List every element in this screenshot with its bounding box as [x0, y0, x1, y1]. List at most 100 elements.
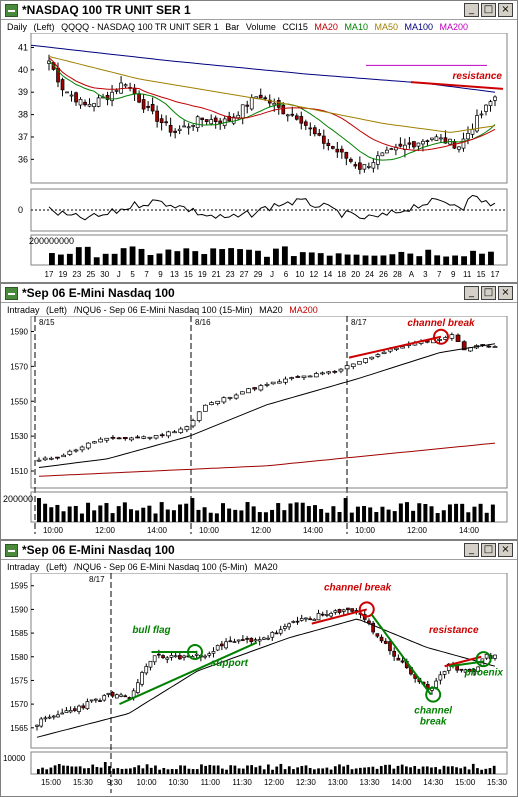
candle-5min: [253, 639, 258, 642]
daily-candle: [380, 152, 385, 157]
y-tick-label: 1585: [10, 629, 28, 638]
volume-bar: [270, 509, 275, 522]
volume-bar: [380, 506, 385, 522]
minimize-button[interactable]: _: [464, 3, 479, 17]
maximize-button[interactable]: □: [481, 3, 496, 17]
daily-candle: [123, 84, 128, 87]
volume-bar: [251, 506, 256, 522]
daily-candle: [69, 94, 74, 97]
x-tick-label: 15:00: [455, 778, 476, 787]
candle-5min: [182, 655, 186, 658]
ma20-line: [48, 57, 496, 151]
y-tick-label: 1530: [10, 432, 28, 441]
volume-bar: [37, 498, 41, 522]
x-tick-label: 29: [254, 270, 263, 279]
volume-bar: [110, 513, 115, 522]
x-tick-label: 28: [393, 270, 402, 279]
candle-5min: [93, 698, 98, 701]
daily-candle: [92, 103, 96, 107]
volume-bar: [264, 256, 270, 265]
close-button[interactable]: ×: [498, 286, 513, 300]
daily-candle: [362, 164, 367, 170]
resistance-line: [444, 655, 482, 668]
volume-bar: [476, 768, 479, 774]
x-tick-label: 13:00: [328, 778, 349, 787]
title-bar[interactable]: *Sep 06 E-Mini Nasdaq 100 _ □ ×: [1, 541, 517, 560]
volume-bar: [392, 511, 397, 522]
volume-bar: [333, 766, 337, 774]
candle-15min: [215, 400, 221, 404]
candle-15min: [172, 431, 177, 434]
candle-5min: [472, 669, 476, 672]
volume-bar: [129, 768, 132, 774]
volume-bar: [191, 769, 195, 774]
volume-bar: [467, 769, 471, 774]
candle-5min: [493, 654, 497, 659]
volume-bar: [335, 253, 342, 265]
candle-5min: [438, 674, 443, 681]
daily-candle: [83, 101, 87, 106]
volume-panel-frame: [30, 491, 508, 523]
volume-bar: [451, 766, 454, 774]
title-bar[interactable]: *NASDAQ 100 TR UNIT SER 1 _ □ ×: [1, 1, 517, 20]
x-tick-label: 15: [477, 270, 486, 279]
volume-bar: [208, 764, 212, 774]
title-bar[interactable]: *Sep 06 E-Mini Nasdaq 100 _ □ ×: [1, 284, 517, 303]
volume-bar: [471, 763, 475, 774]
candle-5min: [119, 694, 123, 697]
volume-bar: [470, 250, 476, 265]
close-button[interactable]: ×: [498, 3, 513, 17]
x-tick-label: J: [117, 270, 121, 279]
volume-bar: [371, 766, 375, 774]
daily-candle: [258, 94, 263, 99]
volume-bar: [104, 503, 109, 522]
y-tick-label: 1590: [10, 605, 28, 614]
candle-15min: [492, 346, 498, 348]
x-tick-label: 23: [226, 270, 235, 279]
x-tick-label: 27: [240, 270, 249, 279]
candle-5min: [178, 655, 182, 660]
volume-bar: [95, 767, 99, 774]
chart-app-icon: [5, 544, 18, 557]
maximize-button[interactable]: □: [481, 543, 496, 557]
minimize-button[interactable]: _: [464, 543, 479, 557]
ma200-line: [38, 442, 496, 477]
volume-bar: [102, 253, 109, 265]
candle-15min: [394, 347, 399, 350]
volume-bar: [430, 767, 433, 774]
volume-bar: [380, 255, 387, 265]
daily-candle: [294, 115, 299, 120]
close-button[interactable]: ×: [498, 543, 513, 557]
volume-bar: [79, 513, 84, 522]
price-panel-frame: [30, 316, 508, 489]
volume-bar: [463, 766, 467, 774]
chart-window-15min: *Sep 06 E-Mini Nasdaq 100 _ □ × Intraday…: [0, 283, 518, 540]
candle-15min: [73, 449, 79, 452]
daily-candle: [317, 133, 322, 136]
candle-5min: [232, 641, 237, 643]
chart-header: Intraday (Left) /NQU6 - Sep 06 E-Mini Na…: [7, 305, 318, 315]
volume-bar: [326, 255, 333, 265]
candle-15min: [196, 411, 202, 421]
volume-bar: [141, 507, 146, 522]
candle-15min: [449, 334, 455, 339]
chart-app-icon: [5, 287, 18, 300]
candle-5min: [400, 660, 405, 663]
daily-candle: [191, 125, 196, 127]
candle-5min: [316, 613, 321, 621]
volume-bar: [417, 503, 422, 522]
candle-5min: [144, 666, 149, 674]
candle-5min: [249, 637, 254, 643]
volume-bar: [411, 510, 416, 522]
minimize-button[interactable]: _: [464, 286, 479, 300]
cci-zero-label: 0: [18, 205, 23, 215]
candle-15min: [178, 428, 184, 433]
candle-15min: [461, 341, 467, 351]
ma50-line: [48, 55, 496, 133]
x-tick-label: 10:30: [168, 778, 189, 787]
volume-bar: [171, 510, 176, 522]
x-tick-label: 15:30: [487, 778, 508, 787]
volume-bar: [362, 255, 369, 265]
candle-15min: [332, 370, 338, 373]
maximize-button[interactable]: □: [481, 286, 496, 300]
